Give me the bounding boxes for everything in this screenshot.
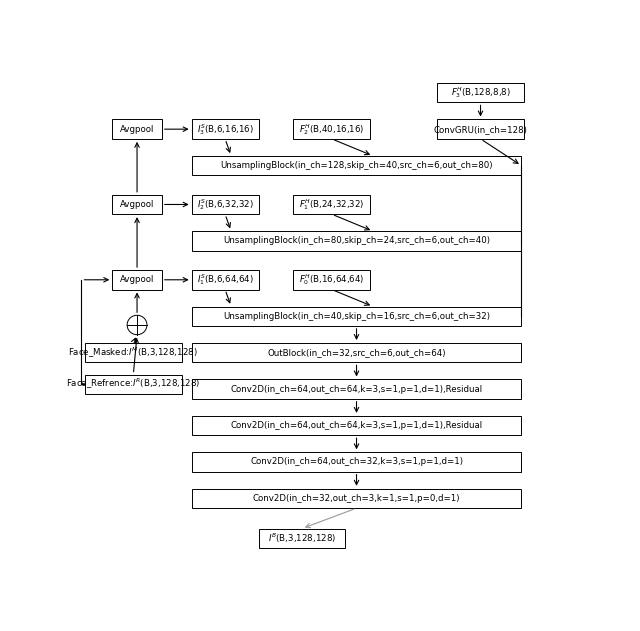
Text: OutBlock(in_ch=32,src_ch=6,out_ch=64): OutBlock(in_ch=32,src_ch=6,out_ch=64) xyxy=(268,348,446,357)
Text: $I_1^S$(B,6,64,64): $I_1^S$(B,6,64,64) xyxy=(196,273,253,287)
FancyBboxPatch shape xyxy=(293,270,370,290)
FancyBboxPatch shape xyxy=(112,195,162,214)
FancyBboxPatch shape xyxy=(191,452,522,472)
FancyBboxPatch shape xyxy=(191,270,259,290)
FancyBboxPatch shape xyxy=(191,379,522,399)
FancyBboxPatch shape xyxy=(191,119,259,139)
Text: UnsamplingBlock(in_ch=128,skip_ch=40,src_ch=6,out_ch=80): UnsamplingBlock(in_ch=128,skip_ch=40,src… xyxy=(220,161,493,170)
Text: $I_3^S$(B,6,16,16): $I_3^S$(B,6,16,16) xyxy=(196,122,253,137)
Text: UnsamplingBlock(in_ch=80,skip_ch=24,src_ch=6,out_ch=40): UnsamplingBlock(in_ch=80,skip_ch=24,src_… xyxy=(223,237,490,245)
Text: $I^B$(B,3,128,128): $I^B$(B,3,128,128) xyxy=(268,531,336,545)
Text: $F_1^H$(B,24,32,32): $F_1^H$(B,24,32,32) xyxy=(299,197,364,212)
Text: Conv2D(in_ch=64,out_ch=32,k=3,s=1,p=1,d=1): Conv2D(in_ch=64,out_ch=32,k=3,s=1,p=1,d=… xyxy=(250,457,463,466)
Text: Conv2D(in_ch=32,out_ch=3,k=1,s=1,p=0,d=1): Conv2D(in_ch=32,out_ch=3,k=1,s=1,p=0,d=1… xyxy=(253,494,460,503)
FancyBboxPatch shape xyxy=(293,119,370,139)
Text: Conv2D(in_ch=64,out_ch=64,k=3,s=1,p=1,d=1),Residual: Conv2D(in_ch=64,out_ch=64,k=3,s=1,p=1,d=… xyxy=(230,385,483,394)
FancyBboxPatch shape xyxy=(191,231,522,251)
FancyBboxPatch shape xyxy=(191,307,522,326)
Text: $I_2^S$(B,6,32,32): $I_2^S$(B,6,32,32) xyxy=(196,197,253,212)
Circle shape xyxy=(127,316,147,334)
FancyBboxPatch shape xyxy=(191,416,522,435)
FancyBboxPatch shape xyxy=(85,343,182,362)
FancyBboxPatch shape xyxy=(85,375,182,394)
Text: $F_0^H$(B,16,64,64): $F_0^H$(B,16,64,64) xyxy=(299,273,364,287)
Text: UnsamplingBlock(in_ch=40,skip_ch=16,src_ch=6,out_ch=32): UnsamplingBlock(in_ch=40,skip_ch=16,src_… xyxy=(223,312,490,321)
Text: $F_2^H$(B,40,16,16): $F_2^H$(B,40,16,16) xyxy=(299,122,364,137)
Text: $F_3^H$(B,128,8,8): $F_3^H$(B,128,8,8) xyxy=(451,85,511,100)
FancyBboxPatch shape xyxy=(112,270,162,290)
FancyBboxPatch shape xyxy=(191,343,522,362)
FancyBboxPatch shape xyxy=(191,156,522,175)
Text: Face_Refrence:$I^R$(B,3,128,128): Face_Refrence:$I^R$(B,3,128,128) xyxy=(66,377,200,391)
FancyBboxPatch shape xyxy=(191,488,522,508)
Text: Avgpool: Avgpool xyxy=(120,125,154,134)
Text: ConvGRU(in_ch=128): ConvGRU(in_ch=128) xyxy=(433,125,527,134)
FancyBboxPatch shape xyxy=(437,83,524,102)
Text: Avgpool: Avgpool xyxy=(120,275,154,285)
Text: Face_Masked:$I^M$(B,3,128,128): Face_Masked:$I^M$(B,3,128,128) xyxy=(68,346,198,360)
FancyBboxPatch shape xyxy=(112,119,162,139)
FancyBboxPatch shape xyxy=(259,529,346,548)
FancyBboxPatch shape xyxy=(293,195,370,214)
FancyBboxPatch shape xyxy=(437,119,524,139)
Text: Conv2D(in_ch=64,out_ch=64,k=3,s=1,p=1,d=1),Residual: Conv2D(in_ch=64,out_ch=64,k=3,s=1,p=1,d=… xyxy=(230,421,483,430)
FancyBboxPatch shape xyxy=(191,195,259,214)
Text: Avgpool: Avgpool xyxy=(120,200,154,209)
